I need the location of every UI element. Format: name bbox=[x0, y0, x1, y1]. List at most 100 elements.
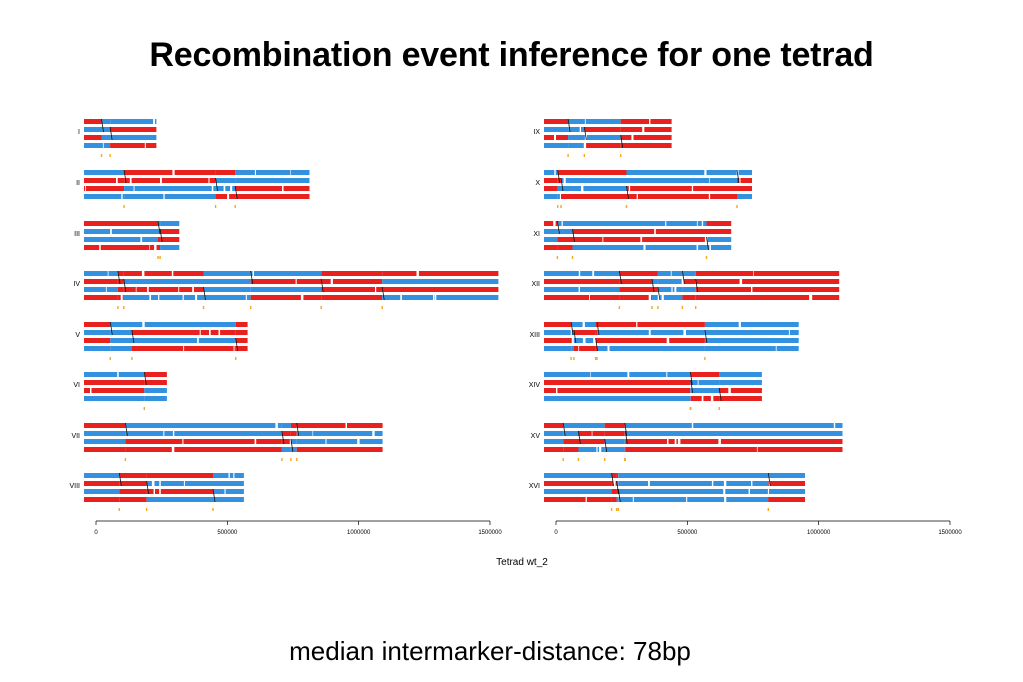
chromosome-label-xiii: XIII bbox=[529, 332, 540, 339]
marker-gap bbox=[628, 186, 631, 191]
marker-gap bbox=[254, 170, 256, 175]
crossover-line bbox=[620, 134, 624, 149]
crossover-marker bbox=[117, 306, 119, 309]
chromosome-label-xv: XV bbox=[531, 433, 541, 440]
genotype-segment bbox=[563, 447, 579, 452]
marker-gap bbox=[154, 245, 157, 250]
genotype-segment bbox=[160, 245, 180, 250]
genotype-segment bbox=[215, 170, 236, 175]
genotype-segment bbox=[84, 388, 145, 393]
genotype-segment bbox=[123, 287, 204, 292]
marker-gap bbox=[578, 346, 580, 351]
genotype-segment bbox=[620, 135, 672, 140]
crossover-marker bbox=[235, 357, 237, 360]
crossover-marker bbox=[570, 357, 572, 360]
genotype-segment bbox=[690, 396, 720, 401]
genotype-segment bbox=[281, 439, 291, 444]
marker-gap bbox=[593, 338, 596, 343]
marker-gap bbox=[149, 295, 151, 300]
crossover-marker bbox=[695, 306, 697, 309]
genotype-segment bbox=[144, 388, 167, 393]
genotype-segment bbox=[160, 237, 180, 242]
genotype-segment bbox=[84, 447, 126, 452]
marker-gap bbox=[195, 295, 198, 300]
genotype-segment bbox=[597, 346, 705, 351]
genotype-segment bbox=[119, 497, 147, 502]
genotype-segment bbox=[544, 497, 612, 502]
genotype-segment bbox=[620, 143, 672, 148]
crossover-marker bbox=[596, 357, 598, 360]
genotype-segment bbox=[682, 287, 696, 292]
marker-gap bbox=[643, 245, 646, 250]
marker-gap bbox=[809, 295, 811, 300]
genotype-segment bbox=[561, 186, 627, 191]
marker-gap bbox=[563, 178, 566, 183]
marker-gap bbox=[648, 295, 652, 300]
genotype-segment bbox=[250, 295, 322, 300]
genotype-segment bbox=[544, 396, 691, 401]
chromosome-label-i: I bbox=[78, 129, 80, 136]
page-title: Recombination event inference for one te… bbox=[149, 36, 874, 74]
marker-gap bbox=[753, 271, 754, 276]
genotype-segment bbox=[618, 497, 769, 502]
genotype-segment bbox=[235, 170, 310, 175]
marker-gap bbox=[163, 194, 165, 199]
marker-gap bbox=[570, 330, 572, 335]
marker-gap bbox=[661, 295, 664, 300]
genotype-segment bbox=[158, 237, 161, 242]
genotype-segment bbox=[84, 194, 125, 199]
x-tick-label-right: 1000000 bbox=[807, 530, 831, 536]
marker-gap bbox=[107, 271, 109, 276]
crossover-line bbox=[101, 118, 104, 133]
crossover-line bbox=[146, 480, 149, 495]
genotype-segment bbox=[544, 186, 558, 191]
genotype-segment bbox=[657, 271, 683, 276]
crossover-marker bbox=[250, 306, 252, 309]
marker-gap bbox=[582, 322, 585, 327]
marker-gap bbox=[245, 295, 247, 300]
genotype-segment bbox=[618, 489, 769, 494]
genotype-segment bbox=[626, 170, 737, 175]
genotype-segment bbox=[84, 221, 158, 226]
genotype-segment bbox=[84, 186, 125, 191]
genotype-segment bbox=[544, 135, 569, 140]
genotype-segment bbox=[235, 346, 248, 351]
genotype-segment bbox=[382, 295, 499, 300]
genotype-segment bbox=[595, 322, 597, 327]
crossover-line bbox=[157, 220, 161, 235]
marker-gap bbox=[691, 423, 694, 428]
genotype-segment bbox=[563, 431, 579, 436]
genotype-segment bbox=[584, 135, 621, 140]
marker-gap bbox=[648, 330, 651, 335]
genotype-segment bbox=[544, 237, 558, 242]
marker-gap bbox=[709, 178, 710, 183]
marker-gap bbox=[582, 338, 586, 343]
crossover-line bbox=[651, 278, 655, 293]
genotype-segment bbox=[84, 245, 158, 250]
marker-gap bbox=[627, 372, 630, 377]
crossover-marker bbox=[615, 508, 618, 511]
genotype-segment bbox=[657, 295, 683, 300]
genotype-segment bbox=[84, 338, 111, 343]
marker-gap bbox=[590, 372, 591, 377]
marker-gap bbox=[153, 489, 155, 494]
genotype-segment bbox=[321, 279, 383, 284]
crossover-marker bbox=[718, 407, 720, 410]
crossover-marker bbox=[625, 205, 628, 208]
crossover-marker bbox=[573, 357, 575, 360]
genotype-segment bbox=[557, 186, 561, 191]
genotype-segment bbox=[125, 439, 282, 444]
x-tick-label-left: 1500000 bbox=[478, 530, 502, 536]
marker-gap bbox=[704, 237, 708, 242]
marker-gap bbox=[182, 439, 184, 444]
marker-gap bbox=[182, 295, 184, 300]
marker-gap bbox=[648, 481, 650, 486]
marker-gap bbox=[738, 322, 741, 327]
marker-gap bbox=[833, 423, 836, 428]
genotype-segment bbox=[620, 119, 672, 124]
marker-gap bbox=[592, 271, 595, 276]
genotype-segment bbox=[213, 473, 244, 478]
genotype-segment bbox=[652, 279, 658, 284]
marker-gap bbox=[133, 186, 135, 191]
genotype-segment bbox=[110, 143, 157, 148]
